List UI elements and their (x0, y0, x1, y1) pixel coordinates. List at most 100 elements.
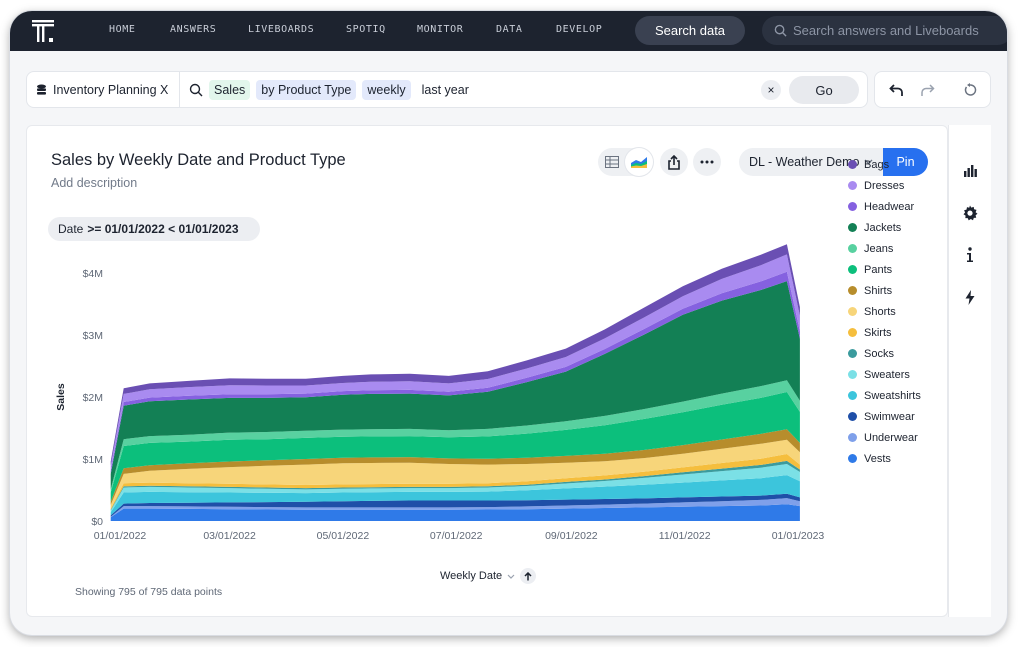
area-series-vests (110, 504, 800, 521)
y-tick-label: $3M (83, 330, 103, 342)
filter-label: Date (58, 222, 84, 236)
nav-spotiq[interactable]: SPOTIQ (346, 24, 386, 35)
area-series-dresses (110, 254, 800, 471)
redo-icon[interactable] (918, 81, 936, 99)
nav-answers[interactable]: ANSWERS (170, 24, 217, 35)
legend-item-shorts[interactable]: Shorts (848, 301, 921, 322)
legend-label: Swimwear (864, 410, 915, 423)
token-last-year[interactable]: last year (421, 82, 469, 97)
legend-item-jackets[interactable]: Jackets (848, 217, 921, 238)
right-side-panel (948, 125, 991, 617)
legend-swatch (848, 391, 857, 400)
answer-title[interactable]: Sales by Weekly Date and Product Type (51, 151, 346, 169)
undo-icon[interactable] (887, 81, 905, 99)
token-weekly[interactable]: weekly (362, 79, 411, 100)
area-series-jeans (110, 380, 800, 493)
legend-swatch (848, 286, 857, 295)
clear-search-button[interactable]: × (761, 80, 781, 100)
global-search-input[interactable]: Search answers and Liveboards (762, 16, 1007, 45)
search-icon (189, 83, 203, 96)
filter-value: >= 01/01/2022 < 01/01/2023 (87, 222, 239, 236)
chevron-down-icon[interactable] (507, 574, 515, 579)
legend-label: Jackets (864, 221, 902, 234)
legend-swatch (848, 181, 857, 190)
legend-item-underwear[interactable]: Underwear (848, 427, 921, 448)
info-icon[interactable] (957, 242, 983, 268)
answer-card: Sales by Weekly Date and Product Type Ad… (26, 125, 948, 617)
add-description[interactable]: Add description (51, 176, 138, 190)
nav-monitor[interactable]: MONITOR (417, 24, 464, 35)
chart-legend: Bags Dresses Headwear Jackets Jeans Pants Shir… (848, 154, 921, 469)
search-query-bar: Inventory Planning X Sales by Product Ty… (26, 71, 868, 108)
data-points-count: Showing 795 of 795 data points (75, 586, 223, 598)
legend-swatch (848, 412, 857, 421)
share-icon[interactable] (660, 148, 688, 176)
chart-icon[interactable] (625, 148, 653, 176)
x-tick-label: 11/01/2022 (659, 530, 711, 542)
legend-item-headwear[interactable]: Headwear (848, 196, 921, 217)
legend-item-pants[interactable]: Pants (848, 259, 921, 280)
x-axis-title[interactable]: Weekly Date (440, 570, 503, 582)
go-button[interactable]: Go (789, 76, 859, 104)
sort-ascending-icon[interactable] (520, 568, 537, 584)
nav-liveboards[interactable]: LIVEBOARDS (248, 24, 315, 35)
y-axis-title: Sales (55, 383, 67, 411)
app-window: HOME ANSWERS LIVEBOARDS SPOTIQ MONITOR D… (10, 11, 1007, 635)
legend-swatch (848, 328, 857, 337)
search-data-button[interactable]: Search data (635, 16, 745, 45)
legend-label: Socks (864, 347, 894, 360)
legend-label: Skirts (864, 326, 892, 339)
legend-label: Shirts (864, 284, 893, 297)
area-series-sweaters (110, 464, 800, 513)
x-tick-label: 07/01/2022 (430, 530, 483, 542)
history-controls (874, 71, 991, 108)
x-axis-title-group: Weekly Date (440, 568, 537, 584)
legend-item-jeans[interactable]: Jeans (848, 238, 921, 259)
area-series-sweatshirts (110, 475, 800, 516)
nav-home[interactable]: HOME (109, 24, 136, 35)
legend-item-bags[interactable]: Bags (848, 154, 921, 175)
legend-item-shirts[interactable]: Shirts (848, 280, 921, 301)
legend-item-dresses[interactable]: Dresses (848, 175, 921, 196)
nav-develop[interactable]: DEVELOP (556, 24, 603, 35)
bar-chart-icon[interactable] (957, 158, 983, 184)
pin-button[interactable]: Pin (883, 148, 928, 176)
thoughtspot-logo[interactable] (30, 17, 58, 45)
legend-item-vests[interactable]: Vests (848, 448, 921, 469)
legend-swatch (848, 223, 857, 232)
legend-swatch (848, 433, 857, 442)
x-tick-label: 05/01/2022 (317, 530, 370, 542)
legend-item-skirts[interactable]: Skirts (848, 322, 921, 343)
legend-item-sweaters[interactable]: Sweaters (848, 364, 921, 385)
legend-label: Bags (864, 158, 890, 171)
more-icon[interactable] (693, 148, 721, 176)
legend-label: Dresses (864, 179, 905, 192)
search-tokens[interactable]: Sales by Product Type weekly last year (189, 72, 474, 107)
legend-swatch (848, 454, 857, 463)
nav-data[interactable]: DATA (496, 24, 523, 35)
chevron-down-icon (865, 159, 873, 165)
top-navigation: HOME ANSWERS LIVEBOARDS SPOTIQ MONITOR D… (10, 11, 1007, 51)
liveboard-dropdown[interactable]: DL - Weather Demo (739, 148, 883, 176)
reset-icon[interactable] (961, 81, 979, 99)
legend-swatch (848, 244, 857, 253)
bolt-icon[interactable] (957, 284, 983, 310)
datasource-selector[interactable]: Inventory Planning X (27, 72, 180, 107)
area-series-underwear (110, 498, 800, 518)
legend-swatch (848, 307, 857, 316)
legend-item-swimwear[interactable]: Swimwear (848, 406, 921, 427)
legend-label: Jeans (864, 242, 894, 255)
gear-icon[interactable] (957, 200, 983, 226)
area-series-pants (110, 392, 800, 502)
token-sales[interactable]: Sales (209, 79, 251, 100)
legend-label: Sweaters (864, 368, 910, 381)
y-tick-label: $1M (83, 454, 103, 466)
legend-swatch (848, 160, 857, 169)
token-product-type[interactable]: by Product Type (256, 79, 357, 100)
legend-item-sweatshirts[interactable]: Sweatshirts (848, 385, 921, 406)
legend-item-socks[interactable]: Socks (848, 343, 921, 364)
legend-swatch (848, 349, 857, 358)
date-filter-chip[interactable]: Date >= 01/01/2022 < 01/01/2023 (48, 217, 260, 241)
legend-swatch (848, 370, 857, 379)
table-icon[interactable] (598, 148, 626, 176)
